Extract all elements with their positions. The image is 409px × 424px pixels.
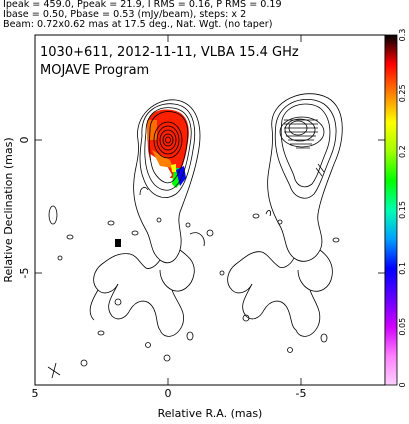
left-panel-total-intensity — [47, 99, 225, 379]
y-tick-0: 0 — [18, 137, 31, 144]
colorbar-tick-label: 0.1 — [398, 262, 407, 275]
header-line-2: Ibase = 0.50, Pbase = 0.53 (mJy/beam), s… — [3, 9, 247, 20]
core-contours — [139, 103, 196, 198]
colorbar-tick-label: 0.05 — [398, 318, 407, 336]
colorbar-tick-label: 0.3 — [398, 29, 407, 42]
colorbar-tick-label: 0.2 — [398, 145, 407, 158]
header-line-3: Beam: 0.72x0.62 mas at 17.5 deg., Nat. W… — [3, 19, 273, 30]
axis-ticks — [34, 35, 385, 385]
jet-contours — [89, 99, 205, 337]
polarization-color-core — [147, 109, 189, 188]
colorbar-tick-label: 0.15 — [398, 201, 407, 219]
x-axis-label: Relative R.A. (mas) — [158, 407, 263, 420]
right-jet-contours — [227, 93, 343, 337]
right-noise-contours — [242, 210, 340, 353]
x-tick-neg5: -5 — [296, 387, 307, 400]
colorbar-tick-label: 0.25 — [398, 84, 407, 102]
noise-contours — [48, 187, 225, 367]
x-tick-5: 5 — [32, 387, 39, 400]
evpa-ticks — [284, 119, 325, 177]
program-label: MOJAVE Program — [40, 63, 149, 78]
y-tick-neg5: -5 — [18, 268, 31, 279]
polarization-pixel — [115, 239, 121, 247]
colorbar-labels: 0 0.05 0.1 0.15 0.2 0.25 0.3 — [398, 29, 407, 388]
beam-symbol — [47, 362, 61, 379]
colorbar — [384, 34, 398, 386]
plot-frame — [34, 34, 386, 386]
y-axis-label: Relative Declination (mas) — [2, 137, 15, 282]
right-panel-polarization — [227, 93, 343, 353]
header-line-1: Ipeak = 459.0, Ppeak = 21.9, I RMS = 0.1… — [3, 0, 282, 10]
x-tick-0: 0 — [165, 387, 172, 400]
colorbar-tick-label: 0 — [398, 382, 407, 387]
source-label: 1030+611, 2012-11-11, VLBA 15.4 GHz — [40, 45, 299, 60]
